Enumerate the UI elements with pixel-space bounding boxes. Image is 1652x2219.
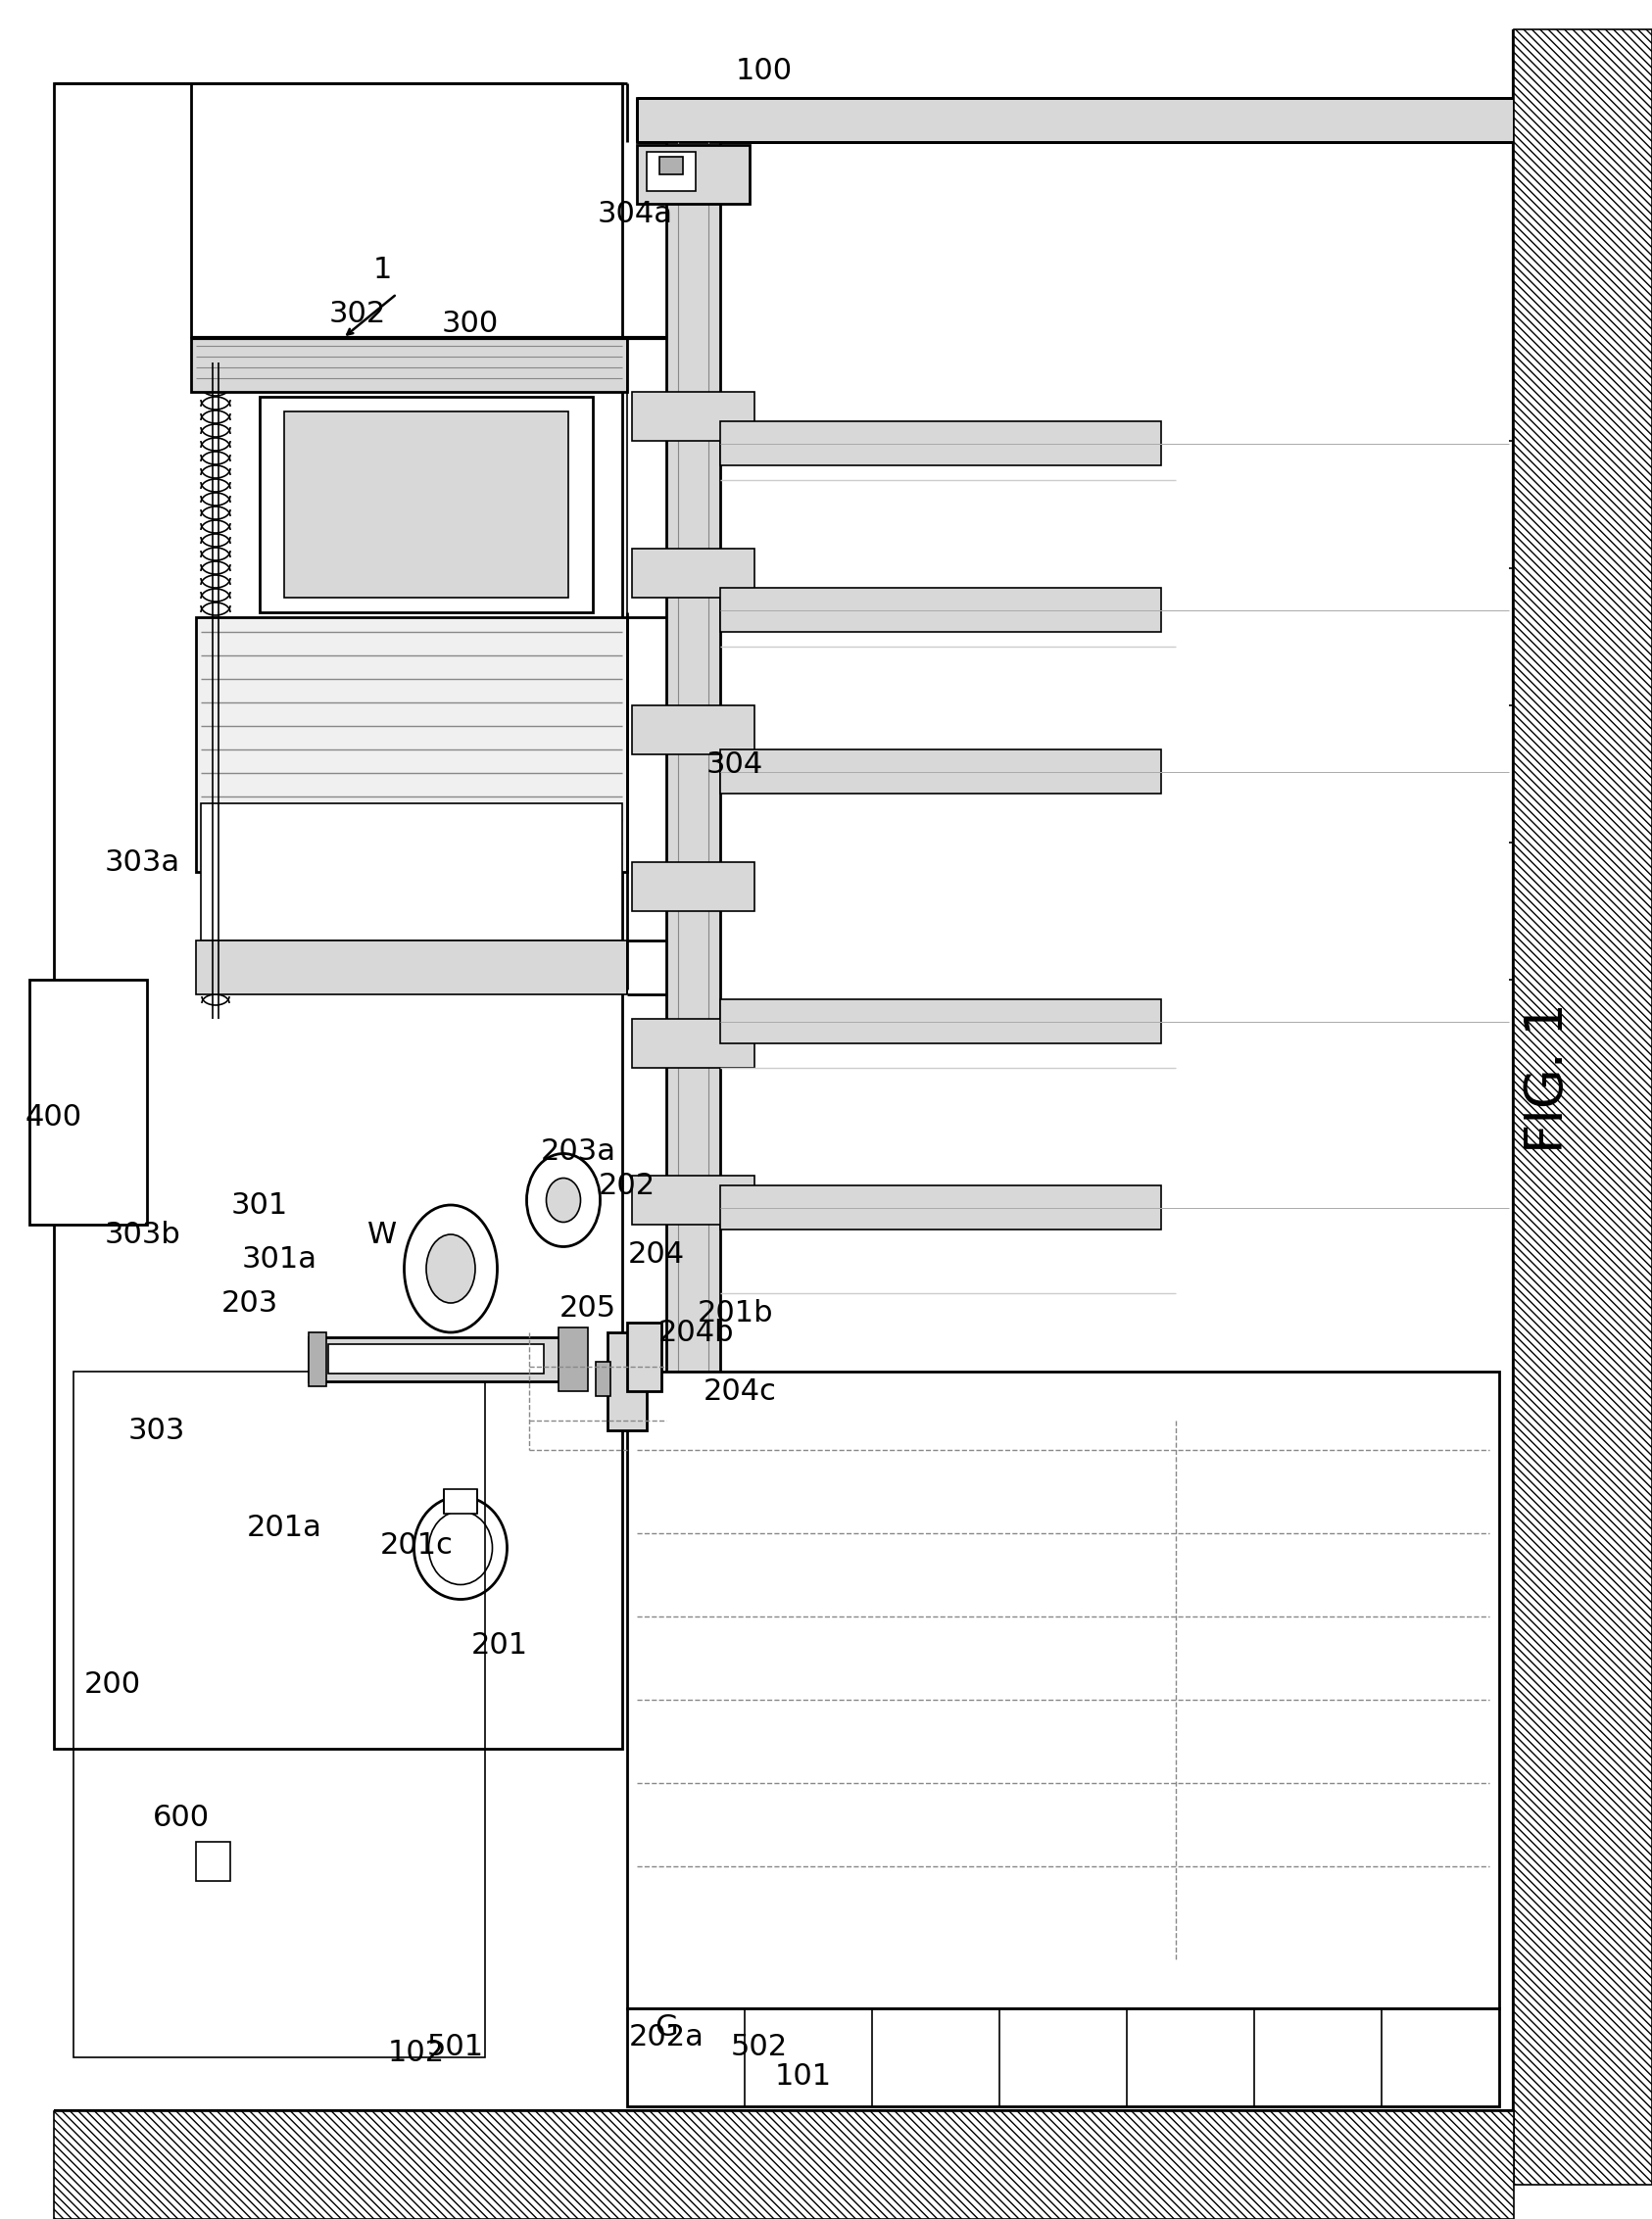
Bar [633,863,755,912]
Bar [633,1371,755,1420]
Bar [284,411,568,597]
Bar [633,393,755,442]
Bar [73,1371,486,2057]
Bar [329,1345,544,1374]
Bar [55,2110,1513,2219]
Bar [197,617,628,872]
Text: 204b: 204b [657,1318,733,1347]
Text: 303a: 303a [104,848,180,877]
Text: 304: 304 [707,750,763,779]
Bar [720,422,1161,466]
Text: 202a: 202a [629,2024,704,2053]
Text: 600: 600 [152,1804,210,1831]
Text: 201: 201 [471,1631,529,1660]
Bar [444,1489,477,1513]
Bar [633,1019,755,1067]
Bar [309,1331,327,1387]
Text: 205: 205 [560,1294,616,1323]
Text: 301a: 301a [241,1245,317,1274]
Bar [633,548,755,597]
Bar [30,981,147,1225]
Text: 203: 203 [221,1289,279,1318]
Text: 303b: 303b [104,1220,180,1249]
Text: 301: 301 [231,1192,287,1218]
Bar [608,1331,646,1431]
Text: 502: 502 [730,2033,788,2061]
Text: 100: 100 [735,55,793,84]
Bar [197,1842,230,1882]
Bar [1513,29,1652,2186]
Bar [666,142,720,1935]
Bar [628,1323,661,1391]
Text: 102: 102 [388,2039,444,2066]
Bar [197,941,628,994]
Text: 201a: 201a [246,1513,322,1542]
Text: 101: 101 [775,2064,833,2090]
Text: 501: 501 [428,2033,484,2061]
Text: 204: 204 [628,1240,686,1269]
Ellipse shape [426,1234,476,1303]
Text: 203a: 203a [540,1136,616,1165]
Text: G: G [654,2015,677,2041]
Text: 202: 202 [598,1172,656,1200]
Text: 204c: 204c [704,1378,776,1405]
Bar [720,1185,1161,1229]
Bar [720,750,1161,794]
Bar [259,397,593,612]
Bar [192,337,628,393]
Text: 304a: 304a [598,200,672,229]
Bar [202,803,623,941]
Text: W: W [367,1220,396,1249]
Text: 303: 303 [129,1416,185,1445]
Ellipse shape [547,1178,580,1223]
Bar [638,98,1513,142]
Bar [646,151,695,191]
Text: 201b: 201b [697,1298,773,1327]
Text: 1: 1 [373,255,392,284]
Bar [720,999,1161,1043]
Bar [659,158,682,175]
Ellipse shape [428,1511,492,1584]
Text: 300: 300 [441,308,499,337]
Text: 302: 302 [329,300,387,328]
Text: FIG. 1: FIG. 1 [1523,1003,1574,1154]
Bar [638,144,750,204]
Text: 201c: 201c [380,1531,453,1560]
Text: 200: 200 [84,1671,140,1700]
Bar [633,706,755,754]
Bar [633,1176,755,1225]
Bar [596,1362,611,1396]
Bar [720,588,1161,632]
Bar [309,1338,563,1382]
Text: 400: 400 [25,1103,83,1132]
Bar [628,1371,1498,2008]
Bar [558,1327,588,1391]
Bar [55,84,623,1749]
Bar [628,2008,1498,2106]
